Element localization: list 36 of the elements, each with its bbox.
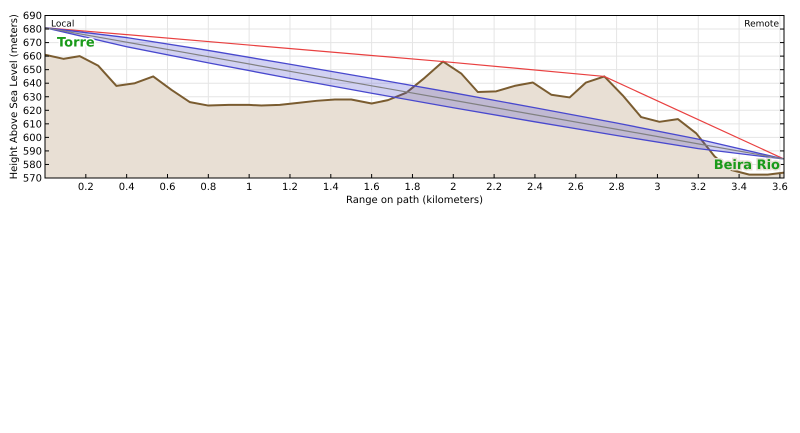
y-tick-label: 630	[22, 92, 42, 104]
x-tick-label: 3.2	[690, 182, 706, 193]
annotation: Remote	[744, 20, 780, 30]
x-tick-label: 0.4	[118, 182, 135, 193]
y-tick-label: 600	[22, 132, 42, 144]
x-tick-label: 0.6	[160, 182, 176, 193]
x-tick-label: 2.4	[526, 182, 543, 193]
x-tick-label: 1	[246, 182, 252, 193]
x-tick-label: 2.8	[608, 182, 625, 193]
y-tick-label: 650	[22, 65, 42, 76]
x-tick-label: 1.2	[282, 182, 298, 193]
x-tick-label: 3.6	[772, 182, 788, 193]
x-tick-label: 1.8	[404, 182, 420, 193]
x-tick-label: 0.8	[200, 182, 216, 193]
y-axis-title: Height Above Sea Level (meters)	[9, 14, 20, 180]
y-tick-label: 690	[22, 11, 42, 22]
y-tick-label: 590	[22, 146, 42, 158]
x-tick-label: 1.6	[364, 182, 380, 193]
y-tick-label: 660	[22, 52, 42, 63]
y-tick-label: 570	[22, 174, 42, 184]
x-axis-title: Range on path (kilometers)	[346, 195, 484, 206]
x-tick-label: 0.2	[78, 182, 94, 193]
x-tick-label: 3	[654, 182, 661, 193]
x-tick-label: 2	[450, 182, 456, 193]
y-tick-label: 670	[22, 38, 42, 50]
y-tick-label: 580	[22, 160, 42, 171]
annotation: Torre	[57, 36, 95, 50]
y-tick-label: 680	[22, 24, 42, 36]
x-tick-label: 1.4	[322, 182, 339, 193]
y-tick-label: 640	[22, 78, 42, 90]
annotation: Local	[51, 20, 74, 30]
x-tick-label: 2.2	[486, 182, 502, 193]
y-tick-label: 620	[22, 106, 42, 117]
x-tick-label: 2.6	[568, 182, 584, 193]
x-tick-label: 3.4	[731, 182, 748, 193]
y-tick-label: 610	[22, 119, 42, 130]
